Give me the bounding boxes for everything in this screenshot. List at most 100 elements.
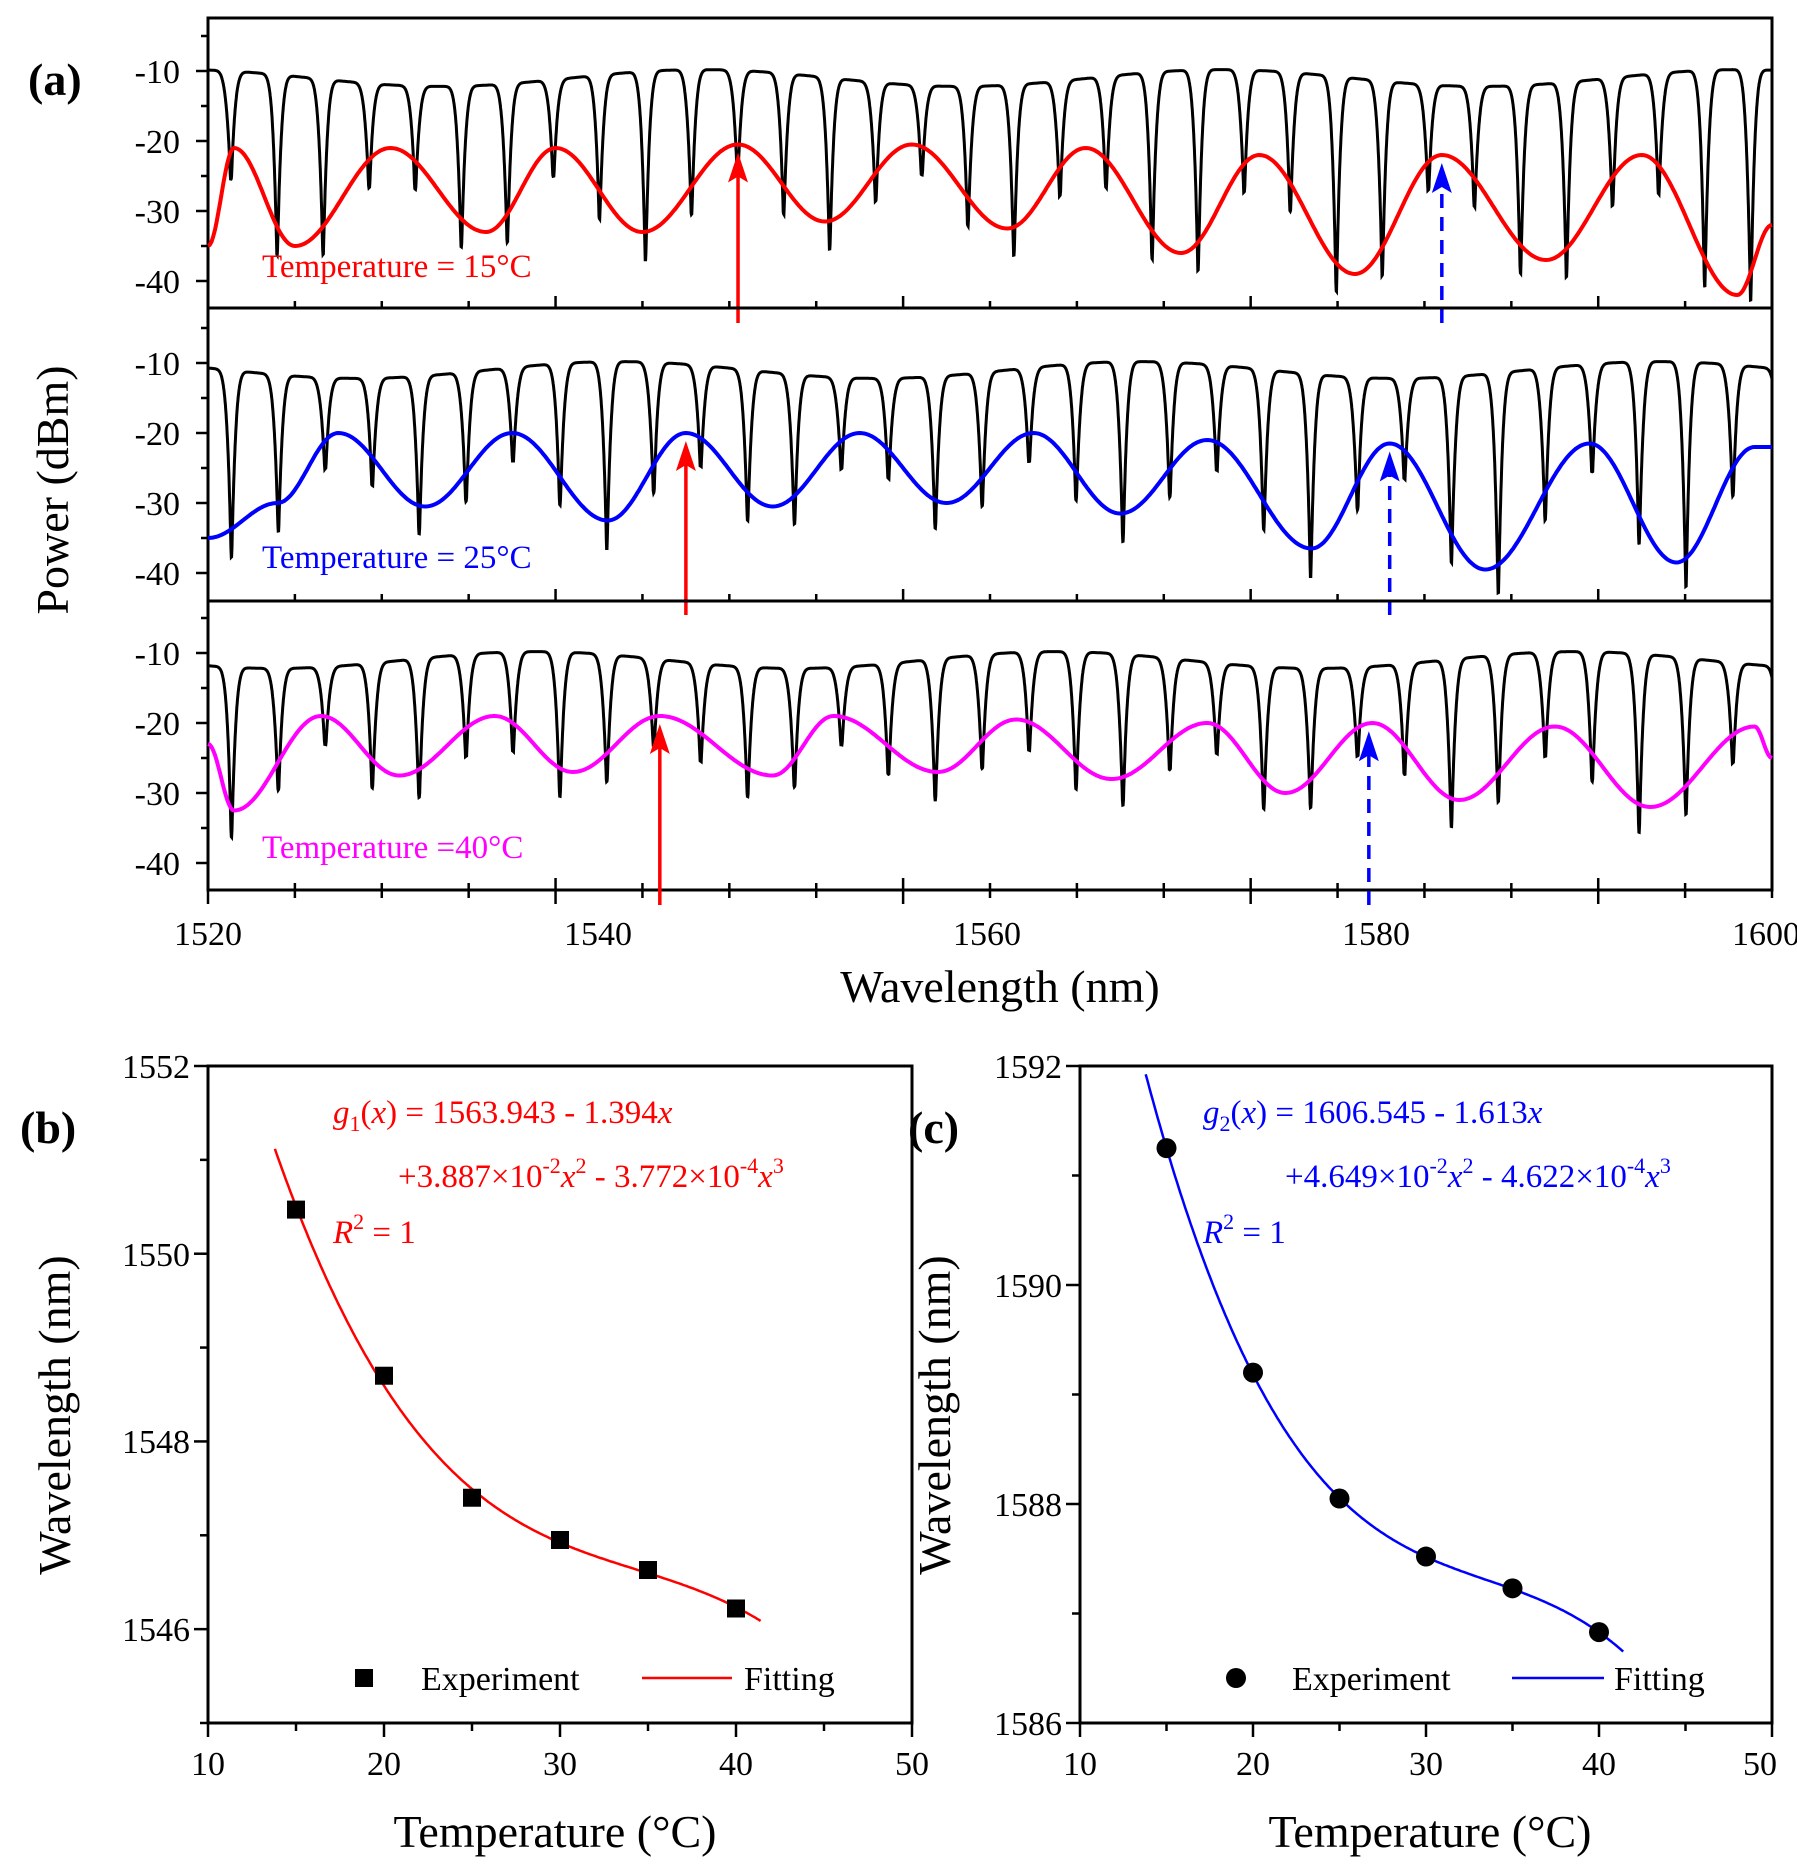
panel-a-subplot-40C-red-arrowhead [649, 724, 670, 754]
panel-c-xlabel: Temperature (°C) [1269, 1806, 1592, 1857]
panel-b-ytick-1548: 1548 [122, 1424, 190, 1461]
panel-c-experiment-point [1156, 1138, 1177, 1159]
panel-b-experiment-point [463, 1488, 481, 1507]
panel-c-experiment-point [1502, 1578, 1523, 1599]
panel-a-subplot-40C: -10 -20 -30 -40 Temperature =40°C [135, 599, 1774, 905]
panel-b-r-squared: R2 = 1 [332, 1209, 416, 1251]
panel-b-ytick-1550: 1550 [122, 1237, 190, 1274]
panel-b-equation-line1: g1(x) = 1563.943 - 1.394x [333, 1095, 673, 1136]
panel-b-legend: Experiment Fitting [355, 1661, 835, 1698]
panel-b-xtick-20: 20 [367, 1746, 401, 1783]
panel-a-subplot-40C-interference-spectrum [208, 650, 1774, 842]
panel-b-equation: g1(x) = 1563.943 - 1.394x +3.887×10-2x2 … [332, 1095, 784, 1251]
panel-c-legend-fitting-label: Fitting [1614, 1661, 1705, 1698]
panel-a: (a) Power (dBm) Wavelength (nm) 1520 154… [27, 16, 1797, 1012]
panel-a-label: (a) [28, 54, 82, 105]
panel-a-subplot-25C-envelope [207, 430, 1772, 572]
panel-a-subplot-40C-ytick-40: -40 [135, 846, 180, 883]
panel-a-xtick-1560: 1560 [953, 916, 1021, 953]
panel-b-xtick-30: 30 [543, 1746, 577, 1783]
panel-b-experiment-point [639, 1561, 657, 1580]
panel-b-ticks [194, 1064, 914, 1737]
panel-b-label: (b) [20, 1102, 76, 1153]
panel-b-equation-line2: +3.887×10-2x2 - 3.772×10-4x3 [398, 1153, 784, 1195]
panel-c-ytick-1588: 1588 [994, 1487, 1062, 1524]
panel-a-subplot-25C-ytick-20: -20 [135, 416, 180, 453]
panel-a-subplot-25C-red-arrowhead [675, 441, 696, 471]
panel-c-xtick-30: 30 [1409, 1746, 1443, 1783]
panel-a-subplot-25C: -10 -20 -30 -40 Temperature = 25°C [135, 306, 1774, 615]
panel-b-experiment-points [287, 1200, 745, 1618]
panel-a-subplot-40C-ytick-20: -20 [135, 706, 180, 743]
panel-b-xlabel: Temperature (°C) [394, 1806, 717, 1857]
panel-c-label: (c) [908, 1102, 959, 1153]
panel-a-subplot-40C-ytick-10: -10 [135, 636, 180, 673]
panel-b-xtick-50: 50 [895, 1746, 929, 1783]
panel-b-experiment-point [287, 1200, 305, 1219]
panel-c-legend-experiment-label: Experiment [1292, 1661, 1451, 1698]
panel-c-fitting-curve [1144, 1073, 1625, 1653]
panel-a-subplot-25C-blue-arrowhead [1379, 451, 1400, 482]
panel-c-experiment-point [1416, 1546, 1436, 1567]
panel-c-experiment-point [1589, 1622, 1609, 1643]
panel-a-subplot-15C-envelope [206, 142, 1773, 298]
panel-a-xtick-1520: 1520 [174, 916, 242, 953]
panel-a-subplot-25C-temperature-label: Temperature = 25°C [262, 540, 532, 576]
panel-a-y-ticks [196, 34, 208, 865]
panel-c-legend: Experiment Fitting [1226, 1661, 1705, 1698]
panel-a-subplot-15C: -10 -20 -30 -40 Temperature = 15°C [135, 16, 1774, 323]
panel-c-ytick-1592: 1592 [994, 1049, 1062, 1086]
panel-a-subplot-25C-ytick-10: -10 [135, 346, 180, 383]
panel-c-legend-experiment-marker [1226, 1668, 1246, 1688]
panel-c-experiment-point [1243, 1362, 1263, 1383]
panel-a-xtick-1580: 1580 [1342, 916, 1410, 953]
panel-c-equation-line1: g2(x) = 1606.545 - 1.613x [1203, 1095, 1543, 1136]
panel-c: (c) Wavelength (nm) Temperature (°C) 10 … [908, 1049, 1777, 1857]
panel-b-xtick-40: 40 [719, 1746, 753, 1783]
panel-a-subplot-15C-ytick-20: -20 [135, 124, 180, 161]
panel-a-subplot-25C-ytick-40: -40 [135, 556, 180, 593]
panel-c-ticks [1066, 1064, 1774, 1737]
panel-c-ylabel: Wavelength (nm) [909, 1255, 960, 1574]
panel-a-xtick-1600: 1600 [1732, 916, 1797, 953]
panel-c-experiment-points [1156, 1138, 1609, 1643]
panel-c-xtick-20: 20 [1236, 1746, 1270, 1783]
panel-a-subplot-40C-envelope [207, 713, 1773, 813]
panel-b-legend-fitting-label: Fitting [744, 1661, 835, 1698]
panel-a-subplot-15C-ytick-40: -40 [135, 264, 180, 301]
panel-a-subplot-15C-interference-spectrum [207, 68, 1772, 303]
panel-b-fitting-curve [273, 1148, 762, 1622]
panel-c-equation: g2(x) = 1606.545 - 1.613x +4.649×10-2x2 … [1202, 1095, 1671, 1251]
panel-a-subplot-15C-ytick-10: -10 [135, 54, 180, 91]
panel-a-subplot-15C-blue-arrowhead [1431, 163, 1452, 193]
panel-a-subplot-40C-blue-arrowhead [1358, 731, 1379, 762]
panel-b-xtick-10: 10 [191, 1746, 225, 1783]
panel-a-subplot-15C-ytick-30: -30 [135, 194, 180, 231]
panel-a-xlabel: Wavelength (nm) [840, 961, 1159, 1012]
panel-c-ytick-1590: 1590 [994, 1268, 1062, 1305]
panel-a-xtick-1540: 1540 [564, 916, 632, 953]
panel-a-subplot-15C-temperature-label: Temperature = 15°C [262, 249, 532, 285]
panel-a-x-ticks [206, 296, 1774, 904]
panel-c-r-squared: R2 = 1 [1202, 1209, 1286, 1251]
panel-a-subplot-40C-ytick-30: -30 [135, 776, 180, 813]
panel-b-experiment-point [551, 1530, 569, 1549]
panel-b-ylabel: Wavelength (nm) [29, 1255, 80, 1574]
panel-b-ytick-1546: 1546 [122, 1612, 190, 1649]
panel-c-xtick-40: 40 [1582, 1746, 1616, 1783]
panel-c-ytick-1586: 1586 [994, 1706, 1062, 1743]
panel-a-subplot-15C-red-arrowhead [728, 152, 749, 183]
panel-a-ylabel: Power (dBm) [27, 365, 78, 614]
panel-b-legend-experiment-marker [355, 1669, 373, 1687]
panel-a-subplot-25C-ytick-30: -30 [135, 486, 180, 523]
panel-c-equation-line2: +4.649×10-2x2 - 4.622×10-4x3 [1285, 1153, 1671, 1195]
panel-a-subplot-25C-interference-spectrum [207, 360, 1774, 596]
panel-b-ytick-1552: 1552 [122, 1049, 190, 1086]
panel-c-xtick-50: 50 [1743, 1746, 1777, 1783]
panel-b-experiment-point [727, 1599, 745, 1618]
panel-b-experiment-point [375, 1366, 393, 1385]
panel-c-experiment-point [1329, 1488, 1350, 1509]
panel-b-legend-experiment-label: Experiment [421, 1661, 580, 1698]
panel-b: (b) Wavelength (nm) Temperature (°C) 10 … [20, 1049, 929, 1857]
